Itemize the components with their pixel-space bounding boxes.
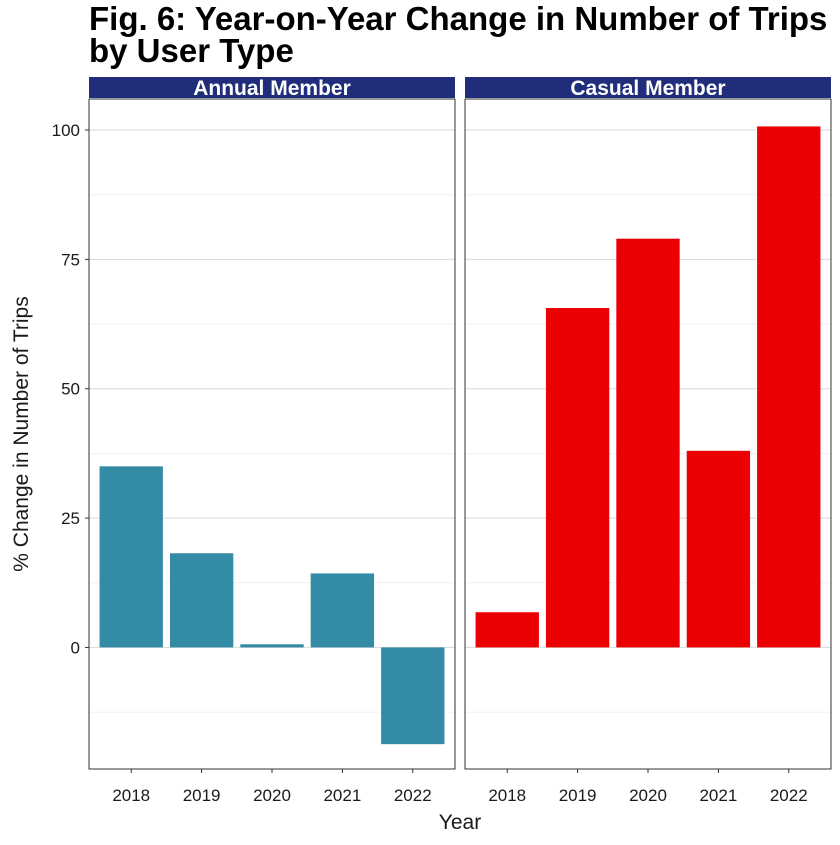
x-tick-label-2021: 2021 <box>323 786 361 805</box>
bars <box>475 126 821 648</box>
y-tick-label-25: 25 <box>61 509 80 528</box>
panel-annual-member: Annual Member 2018 2019 2020 2021 2022 <box>88 77 456 805</box>
x-tick-label-2020: 2020 <box>253 786 291 805</box>
x-tick-label-2021: 2021 <box>699 786 737 805</box>
strip-background <box>89 77 455 98</box>
x-tick-label-2019: 2019 <box>183 786 221 805</box>
bar-2022 <box>381 647 445 745</box>
bar-2018 <box>99 466 163 648</box>
chart-title-line-1: Fig. 6: Year-on-Year Change in Number of… <box>89 0 827 37</box>
bar-2020 <box>616 238 680 648</box>
x-tick-label-2018: 2018 <box>112 786 150 805</box>
y-axis-ticks: 0 25 50 75 100 <box>52 121 89 657</box>
bar-2020 <box>240 644 304 648</box>
strip-background <box>465 77 831 98</box>
strip-label: Casual Member <box>570 77 725 100</box>
x-tick-label-2020: 2020 <box>629 786 667 805</box>
bar-2019 <box>545 308 610 648</box>
y-axis-title: % Change in Number of Trips <box>10 296 33 571</box>
bar-2018 <box>475 612 539 648</box>
bars <box>99 466 445 745</box>
panel-casual-member: Casual Member 2018 2019 2020 2021 2022 <box>464 77 832 805</box>
x-tick-label-2019: 2019 <box>559 786 597 805</box>
y-tick-label-50: 50 <box>61 380 80 399</box>
y-tick-label-0: 0 <box>71 638 80 657</box>
bar-2022 <box>757 126 821 648</box>
bar-2021 <box>686 450 751 648</box>
x-axis-title: Year <box>439 811 481 834</box>
y-tick-label-100: 100 <box>52 121 80 140</box>
y-tick-label-75: 75 <box>61 250 80 269</box>
x-tick-label-2022: 2022 <box>770 786 808 805</box>
x-ticks: 2018 2019 2020 2021 2022 <box>488 769 808 805</box>
bar-2019 <box>169 553 234 648</box>
strip-label: Annual Member <box>193 77 351 100</box>
x-tick-label-2022: 2022 <box>394 786 432 805</box>
bar-2021 <box>310 573 375 648</box>
x-ticks: 2018 2019 2020 2021 2022 <box>112 769 432 805</box>
chart-title-line-2: by User Type <box>89 32 294 69</box>
x-tick-label-2018: 2018 <box>488 786 526 805</box>
